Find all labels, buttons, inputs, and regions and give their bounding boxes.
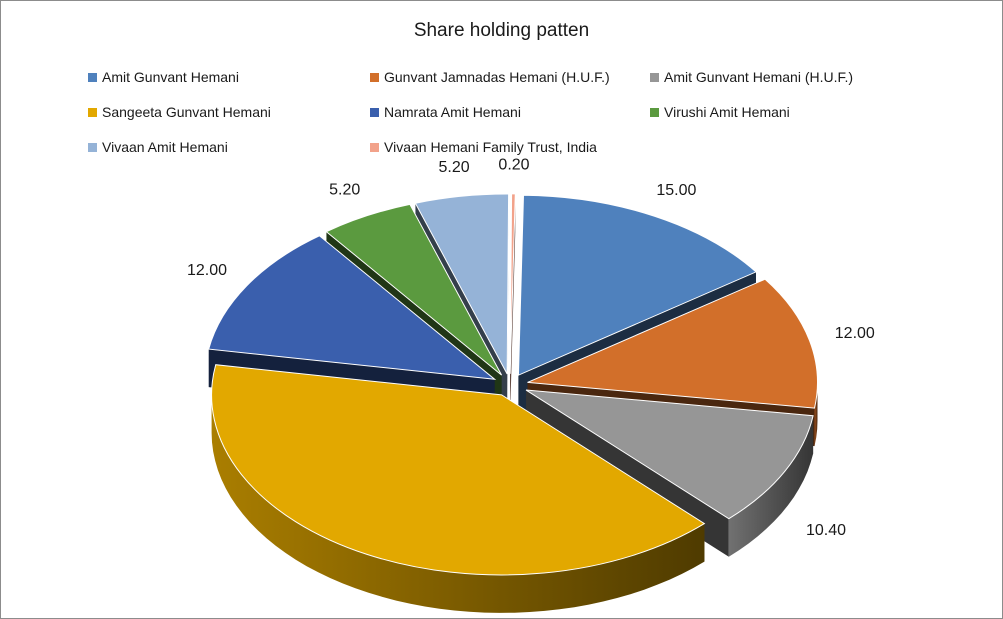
data-label: 5.20 <box>439 159 470 176</box>
legend-swatch <box>370 73 379 82</box>
data-label: 12.00 <box>835 325 875 342</box>
pie-slice <box>208 235 497 380</box>
data-label: 15.00 <box>656 182 696 199</box>
legend-swatch <box>88 108 97 117</box>
data-label: 5.20 <box>329 182 360 199</box>
legend-swatch <box>370 108 379 117</box>
legend-swatch <box>370 143 379 152</box>
legend-label: Virushi Amit Hemani <box>664 104 790 120</box>
pie-slice <box>509 193 516 374</box>
pie-slice <box>527 278 818 409</box>
legend-label: Gunvant Jamnadas Hemani (H.U.F.) <box>384 69 610 85</box>
pie-slice <box>325 203 503 376</box>
pie-slice <box>525 389 814 520</box>
legend-swatch <box>88 143 97 152</box>
legend-swatch <box>650 73 659 82</box>
legend-swatch <box>650 108 659 117</box>
legend-label: Namrata Amit Hemani <box>384 104 521 120</box>
legend-swatch <box>88 73 97 82</box>
legend-label: Vivaan Hemani Family Trust, India <box>384 139 597 155</box>
data-label: 10.40 <box>806 522 846 539</box>
data-label: 40.00 <box>326 617 366 619</box>
pie-slice <box>414 193 510 375</box>
pie-slice <box>211 364 706 576</box>
chart-title: Share holding patten <box>413 20 590 41</box>
data-label: 12.00 <box>187 262 227 279</box>
legend-label: Vivaan Amit Hemani <box>102 139 228 155</box>
legend-label: Sangeeta Gunvant Hemani <box>102 104 271 120</box>
legend-label: Amit Gunvant Hemani (H.U.F.) <box>664 69 854 85</box>
pie-slice <box>517 194 757 376</box>
legend-label: Amit Gunvant Hemani <box>102 69 239 85</box>
data-label: 0.20 <box>498 156 529 173</box>
